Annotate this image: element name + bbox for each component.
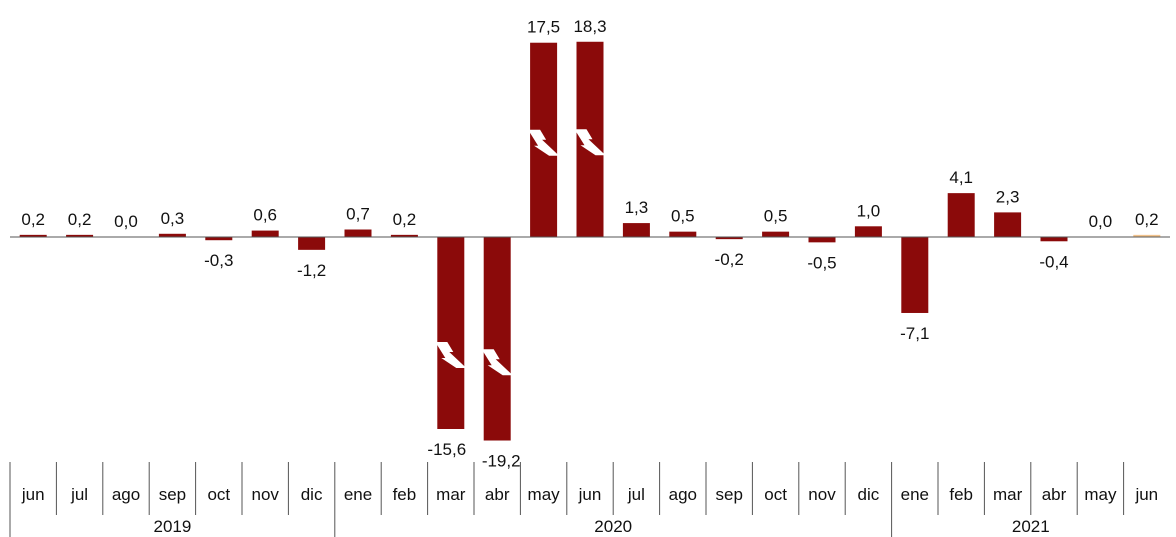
month-label-6: dic: [301, 485, 323, 504]
value-label-1: 0,2: [68, 210, 92, 229]
value-label-15: -0,2: [715, 250, 744, 269]
bars-group: [19, 41, 1161, 441]
month-label-5: nov: [251, 485, 279, 504]
bar-17: [808, 237, 836, 243]
value-label-22: -0,4: [1039, 252, 1068, 271]
month-label-4: oct: [207, 485, 230, 504]
month-label-11: may: [528, 485, 561, 504]
month-label-12: jun: [578, 485, 602, 504]
month-label-20: feb: [949, 485, 973, 504]
bar-6: [298, 237, 326, 250]
bar-1: [66, 234, 94, 237]
month-label-17: nov: [808, 485, 836, 504]
value-label-24: 0,2: [1135, 210, 1159, 229]
month-label-3: sep: [159, 485, 186, 504]
month-label-15: sep: [715, 485, 742, 504]
month-label-9: mar: [436, 485, 466, 504]
month-label-22: abr: [1042, 485, 1067, 504]
value-label-5: 0,6: [253, 206, 277, 225]
bar-3: [158, 233, 186, 237]
bar-10: [483, 237, 511, 441]
axis-break-marker-11: [528, 129, 560, 156]
value-label-10: -19,2: [482, 452, 521, 471]
bar-9: [437, 237, 465, 429]
bar-16: [762, 231, 790, 237]
month-label-7: ene: [344, 485, 372, 504]
axis-break-marker-12: [574, 129, 606, 156]
bar-15: [715, 237, 743, 240]
bar-20: [947, 193, 975, 237]
value-label-6: -1,2: [297, 261, 326, 280]
month-label-0: jun: [21, 485, 45, 504]
value-label-14: 0,5: [671, 207, 695, 226]
month-label-19: ene: [901, 485, 929, 504]
value-label-7: 0,7: [346, 205, 370, 224]
category-axis: jun jul ago sep oct nov dic ene feb mar abr may jun j…: [9, 462, 1158, 537]
month-label-8: feb: [393, 485, 417, 504]
value-label-17: -0,5: [807, 253, 836, 272]
bar-13: [622, 223, 650, 237]
bar-24: [1133, 234, 1161, 237]
month-label-18: dic: [858, 485, 880, 504]
value-label-16: 0,5: [764, 207, 788, 226]
value-label-12: 18,3: [573, 17, 606, 36]
value-label-19: -7,1: [900, 324, 929, 343]
month-label-23: may: [1084, 485, 1117, 504]
value-label-18: 1,0: [857, 201, 881, 220]
bar-5: [251, 230, 279, 237]
bar-18: [854, 226, 882, 237]
value-label-3: 0,3: [161, 209, 185, 228]
axis-break-marker-10: [481, 349, 513, 376]
month-label-2: ago: [112, 485, 140, 504]
month-label-1: jul: [70, 485, 88, 504]
value-labels-group: 0,2 0,2 0,0 0,3 -0,3 0,6 -1,2 0,7 0,2 -15,6 -19,2 1…: [21, 17, 1158, 471]
value-label-13: 1,3: [625, 198, 649, 217]
month-label-16: oct: [764, 485, 787, 504]
bar-0: [19, 234, 47, 237]
value-label-0: 0,2: [21, 210, 45, 229]
year-label-2019: 2019: [153, 517, 191, 536]
bar-21: [994, 212, 1022, 237]
value-label-9: -15,6: [427, 440, 466, 459]
month-label-13: jul: [627, 485, 645, 504]
value-label-21: 2,3: [996, 187, 1020, 206]
month-label-14: ago: [669, 485, 697, 504]
bar-14: [669, 231, 697, 237]
value-label-2: 0,0: [114, 212, 138, 231]
bar-4: [205, 237, 233, 241]
bar-12: [576, 41, 604, 238]
bar-7: [344, 229, 372, 237]
value-label-4: -0,3: [204, 251, 233, 270]
bar-22: [1040, 237, 1068, 242]
bar-11: [530, 42, 558, 237]
value-label-20: 4,1: [949, 168, 973, 187]
month-label-24: jun: [1134, 485, 1158, 504]
bar-19: [901, 237, 929, 313]
value-label-8: 0,2: [393, 210, 417, 229]
axis-break-marker-9: [435, 342, 467, 368]
value-label-11: 17,5: [527, 18, 560, 37]
bar-8: [390, 234, 418, 237]
month-label-10: abr: [485, 485, 510, 504]
value-label-23: 0,0: [1089, 212, 1113, 231]
year-label-2021: 2021: [1012, 517, 1050, 536]
year-label-2020: 2020: [594, 517, 632, 536]
month-label-21: mar: [993, 485, 1023, 504]
